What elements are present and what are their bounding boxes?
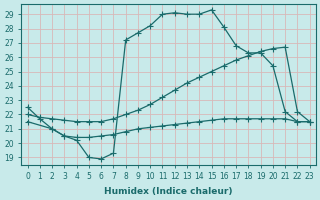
X-axis label: Humidex (Indice chaleur): Humidex (Indice chaleur) [104, 187, 233, 196]
